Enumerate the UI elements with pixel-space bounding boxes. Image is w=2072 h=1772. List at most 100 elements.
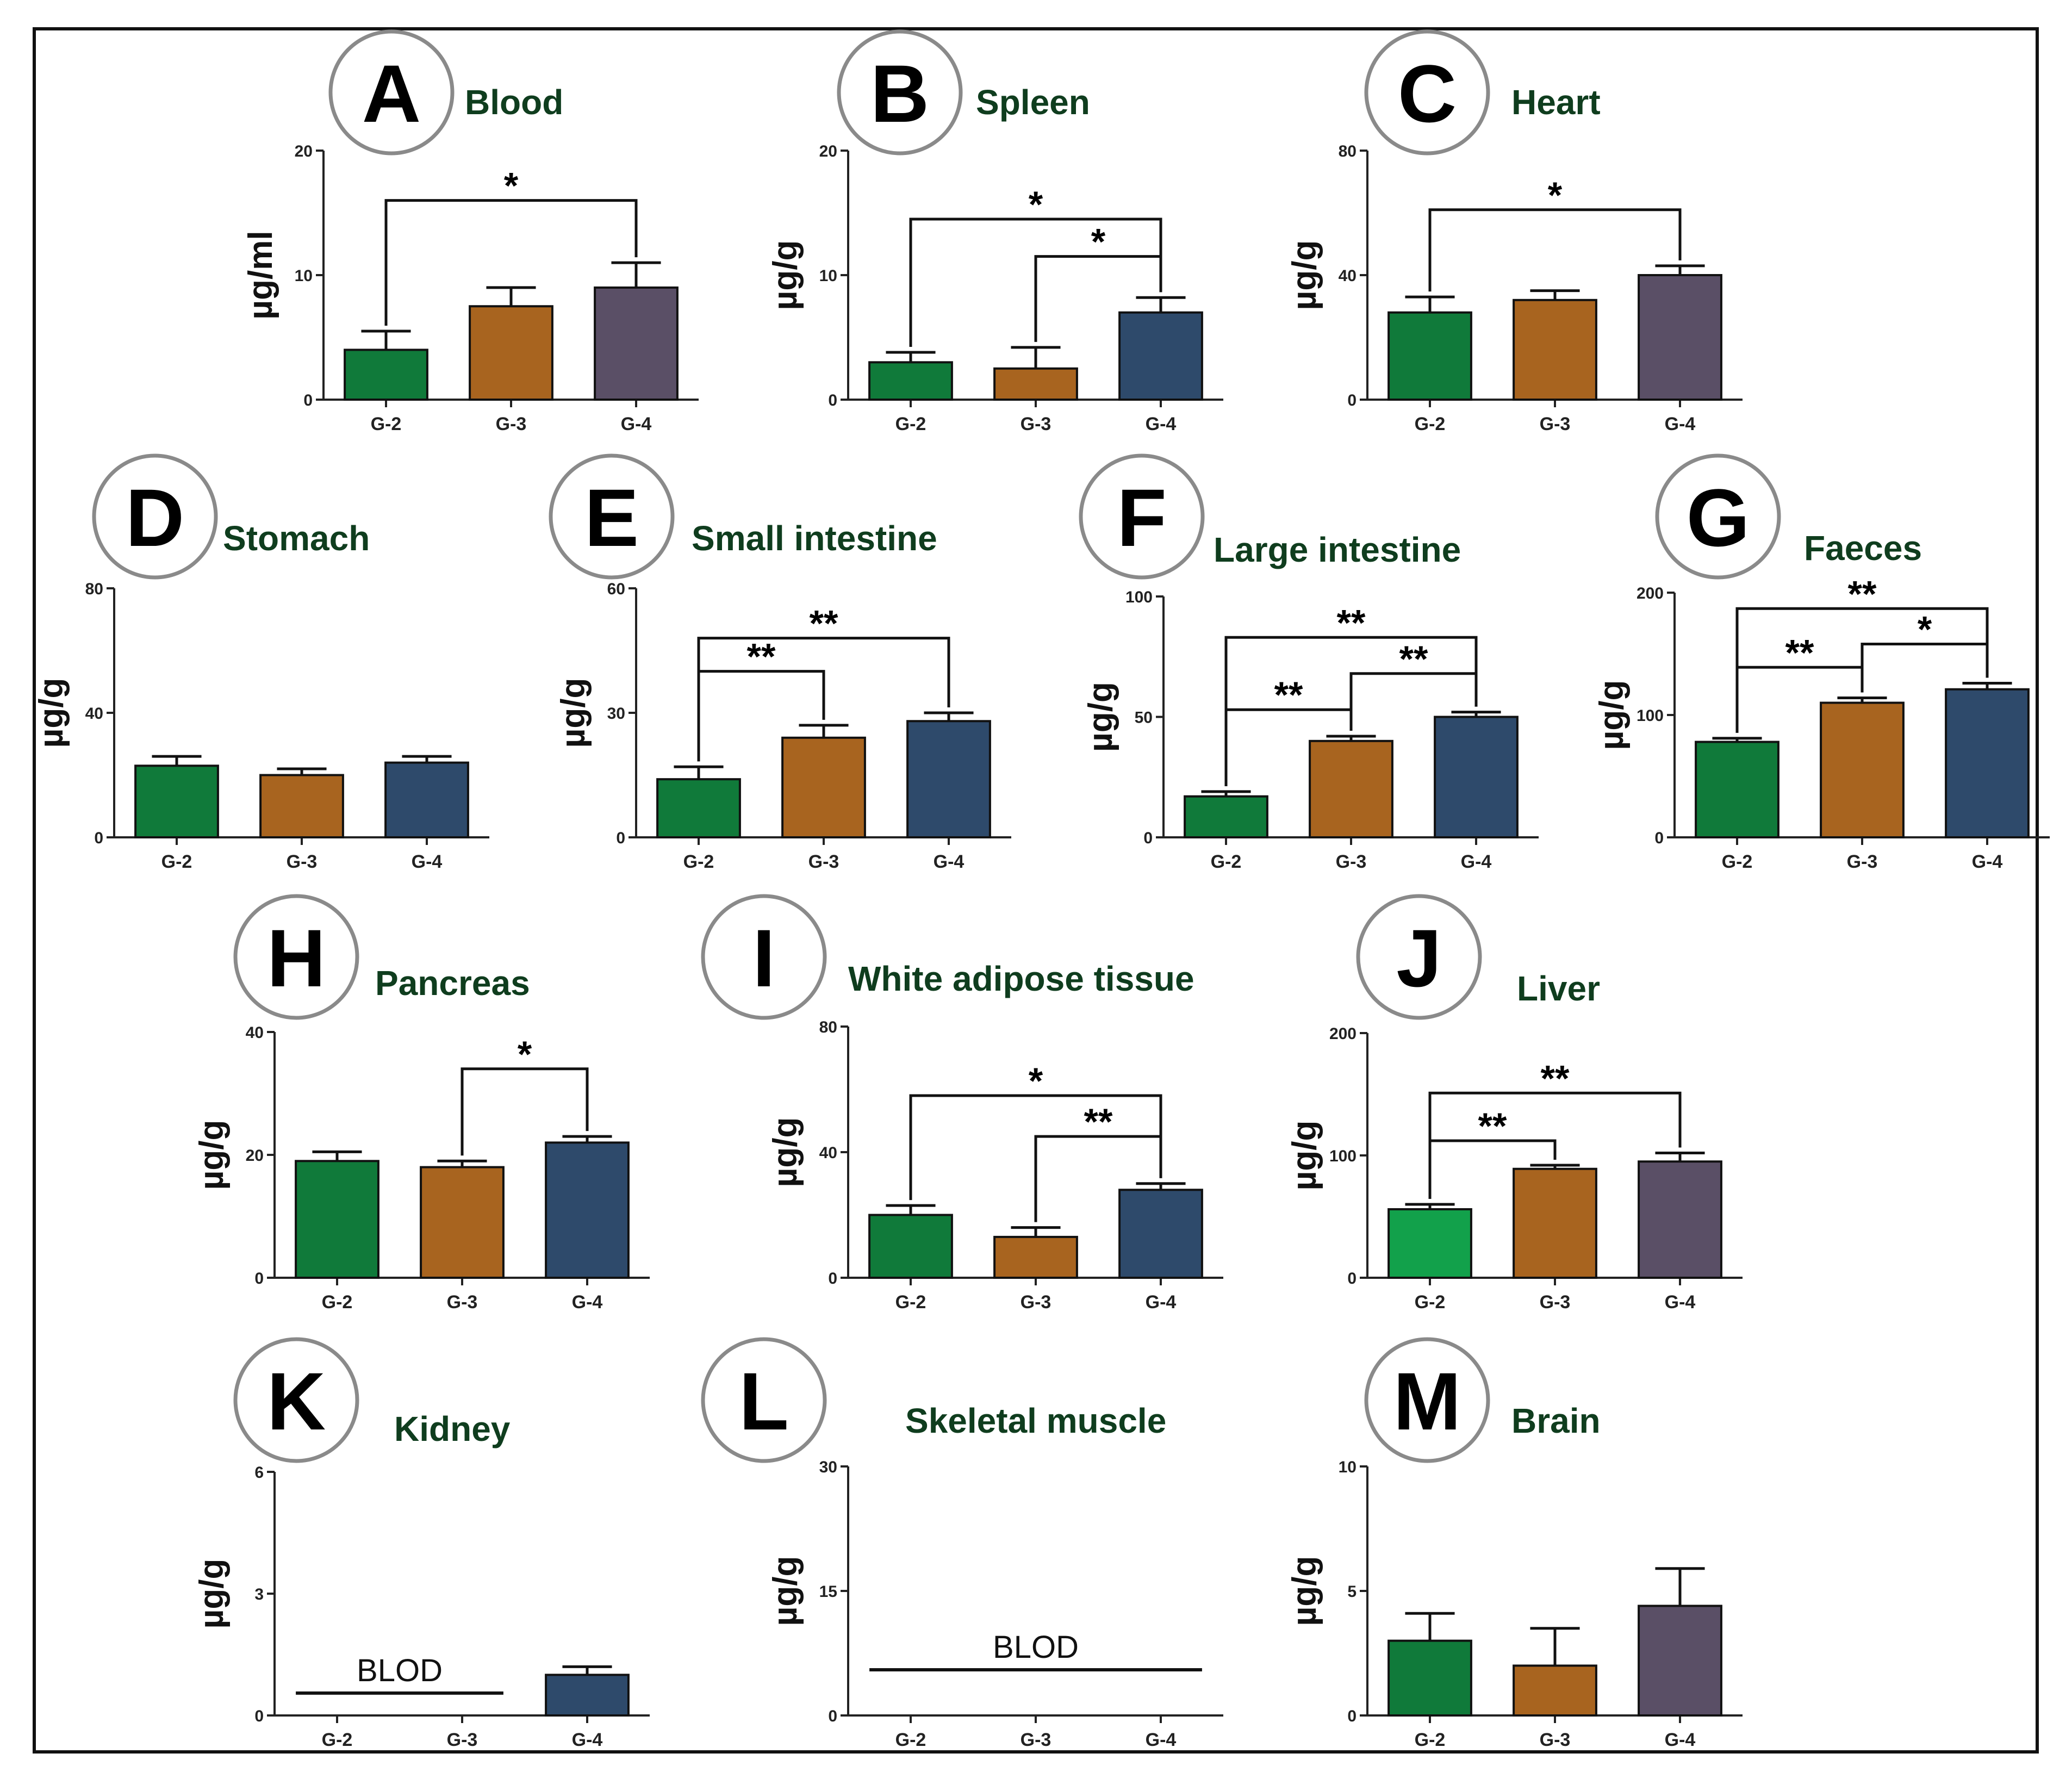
significance-bracket bbox=[1034, 255, 1162, 342]
bar-G-2 bbox=[1387, 311, 1472, 401]
y-axis-label: µg/g bbox=[767, 1556, 804, 1626]
y-tick-label: 10 bbox=[295, 267, 313, 285]
x-tick-label: G-4 bbox=[1665, 1730, 1696, 1750]
y-tick-label: 0 bbox=[828, 1707, 837, 1725]
x-tick-label: G-2 bbox=[1415, 1292, 1446, 1313]
significance-bracket bbox=[1428, 1139, 1557, 1199]
significance-bracket bbox=[1349, 672, 1478, 731]
y-tick-label: 10 bbox=[819, 267, 837, 285]
y-tick-label: 40 bbox=[1339, 267, 1357, 285]
x-tick-label: G-3 bbox=[1021, 1292, 1051, 1313]
panel-letter-circle bbox=[1364, 29, 1490, 156]
panel-letter-circle bbox=[1655, 453, 1781, 580]
x-tick-label: G-4 bbox=[1972, 851, 2003, 872]
y-tick-label: 100 bbox=[1329, 1147, 1357, 1165]
bar-G-2 bbox=[134, 764, 219, 838]
x-tick-label: G-4 bbox=[1665, 414, 1696, 434]
x-tick-label: G-3 bbox=[1540, 414, 1571, 434]
bar-G-3 bbox=[259, 774, 344, 838]
x-tick-label: G-4 bbox=[1461, 851, 1492, 872]
x-tick-label: G-4 bbox=[934, 851, 965, 872]
bar-G-2 bbox=[868, 361, 953, 401]
panel-letter: A bbox=[362, 48, 421, 139]
panel-letter-circle bbox=[92, 453, 218, 580]
bar-G-4 bbox=[545, 1141, 630, 1279]
panel-letter-circle bbox=[701, 1337, 827, 1463]
y-tick-label: 80 bbox=[85, 580, 103, 598]
panel-B: B Spleen µg/g 0 10 20 G-2 G-3 G-4 * * bbox=[767, 29, 1223, 434]
x-tick-label: G-3 bbox=[447, 1730, 478, 1750]
bar-G-3 bbox=[781, 736, 866, 839]
panel-letter-circle bbox=[233, 894, 359, 1020]
bar-G-4 bbox=[1638, 1605, 1722, 1717]
panel-title: Blood bbox=[465, 83, 563, 122]
panel-title: Faeces bbox=[1804, 529, 1922, 568]
y-axis-label: µg/g bbox=[1593, 680, 1631, 750]
panel-title: Large intestine bbox=[1214, 530, 1461, 569]
y-axis-label: µg/g bbox=[33, 678, 70, 748]
y-axis-label: µg/g bbox=[555, 678, 592, 748]
significance-label: ** bbox=[1478, 1105, 1507, 1147]
panel-letter-circle bbox=[549, 453, 675, 580]
panel-letter: L bbox=[739, 1356, 789, 1447]
panel-letter: B bbox=[870, 48, 929, 139]
y-tick-label: 80 bbox=[1339, 142, 1357, 160]
blod-label: BLOD bbox=[993, 1630, 1079, 1665]
significance-label: ** bbox=[1337, 602, 1366, 643]
panel-letter-circle bbox=[1364, 1337, 1490, 1463]
x-tick-label: G-3 bbox=[1336, 851, 1367, 872]
y-tick-label: 0 bbox=[616, 829, 625, 847]
y-axis-label: µg/g bbox=[1082, 682, 1119, 752]
blod-label: BLOD bbox=[357, 1653, 443, 1688]
significance-label: ** bbox=[1785, 632, 1814, 673]
x-tick-label: G-4 bbox=[1146, 1292, 1177, 1313]
panel-letter-circle bbox=[837, 29, 963, 156]
bar-G-3 bbox=[1513, 1167, 1597, 1279]
bar-G-4 bbox=[1434, 716, 1519, 838]
y-axis-label: µg/g bbox=[193, 1559, 231, 1629]
bar-G-3 bbox=[1309, 739, 1393, 839]
y-axis-label: µg/g bbox=[767, 1117, 804, 1187]
y-tick-label: 50 bbox=[1135, 709, 1153, 727]
x-tick-label: G-2 bbox=[1211, 851, 1242, 872]
y-tick-label: 0 bbox=[1347, 1707, 1357, 1725]
panel-title: Liver bbox=[1517, 969, 1600, 1008]
significance-label: ** bbox=[1541, 1058, 1570, 1099]
bar-G-2 bbox=[656, 778, 741, 838]
bar-G-3 bbox=[993, 1235, 1078, 1279]
y-tick-label: 100 bbox=[1637, 707, 1664, 725]
panel-title: Heart bbox=[1511, 83, 1601, 122]
y-tick-label: 20 bbox=[246, 1147, 264, 1165]
significance-label: ** bbox=[1848, 573, 1877, 614]
y-tick-label: 0 bbox=[303, 391, 313, 409]
panel-letter: J bbox=[1396, 912, 1441, 1004]
panel-title: Brain bbox=[1511, 1401, 1601, 1440]
panel-letter: M bbox=[1393, 1356, 1461, 1447]
panel-letter-circle bbox=[1079, 453, 1205, 580]
bar-G-3 bbox=[420, 1166, 505, 1279]
panel-D: D Stomach µg/g 0 40 80 G-2 G-3 G-4 bbox=[33, 453, 489, 872]
y-axis-label: µg/g bbox=[767, 240, 804, 310]
bar-G-4 bbox=[594, 286, 679, 401]
panel-letter: E bbox=[584, 472, 639, 563]
y-tick-label: 20 bbox=[295, 142, 313, 160]
panel-E: E Small intestine µg/g 0 30 60 G-2 G-3 G-4 ** ** bbox=[549, 453, 1011, 872]
panel-letter: C bbox=[1398, 48, 1457, 139]
x-tick-label: G-3 bbox=[1540, 1292, 1571, 1313]
y-axis-label: µg/g bbox=[1286, 1121, 1323, 1191]
x-tick-label: G-2 bbox=[1722, 851, 1753, 872]
panel-C: C Heart µg/g 0 40 80 G-2 G-3 G-4 * bbox=[1286, 29, 1743, 434]
y-tick-label: 0 bbox=[94, 829, 103, 847]
y-tick-label: 0 bbox=[828, 391, 837, 409]
significance-bracket bbox=[1428, 208, 1682, 292]
significance-bracket bbox=[697, 670, 825, 762]
panel-letter-circle bbox=[1356, 894, 1482, 1020]
panel-J: J Liver µg/g 0 100 200 G-2 G-3 G-4 ** ** bbox=[1286, 894, 1743, 1313]
x-tick-label: G-2 bbox=[895, 414, 926, 434]
significance-label: * bbox=[1091, 221, 1106, 263]
bar-G-2 bbox=[1387, 1208, 1472, 1279]
significance-label: ** bbox=[810, 603, 838, 644]
significance-label: * bbox=[504, 165, 519, 207]
